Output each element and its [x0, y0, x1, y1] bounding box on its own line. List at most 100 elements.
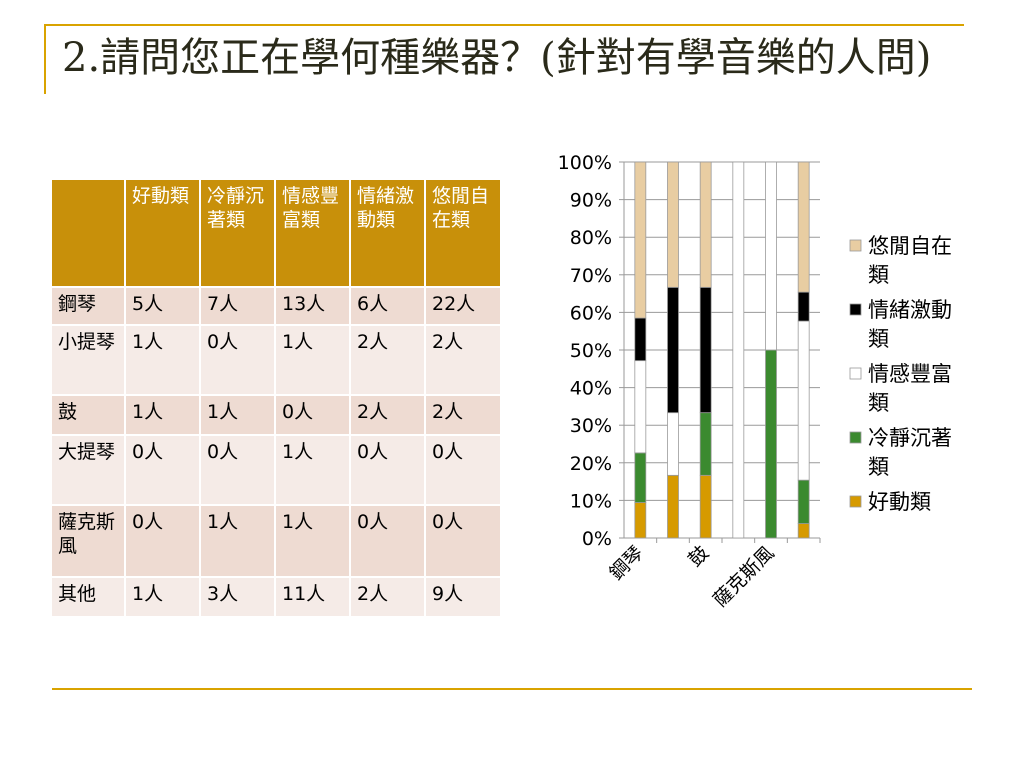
- bar-segment: [765, 349, 777, 539]
- bottom-rule: [52, 688, 972, 690]
- table-cell: 0人: [126, 436, 201, 506]
- row-label: 鋼琴: [52, 288, 126, 326]
- table-cell: 1人: [276, 436, 351, 506]
- legend-swatch: [849, 303, 862, 316]
- bar-segment: [634, 161, 647, 319]
- table-cell: 1人: [201, 506, 276, 578]
- instrument-table: 好動類 冷靜沉著類 情感豐富類 情緒激動類 悠閒自在類 鋼琴 5人 7人 13人…: [52, 180, 502, 618]
- bar-segment: [699, 286, 712, 414]
- bar-segment: [797, 523, 810, 539]
- legend-label: 好動類: [868, 490, 931, 514]
- bar-segment: [667, 161, 679, 288]
- table-header-cell: 冷靜沉著類: [201, 180, 276, 288]
- x-tick-label: 薩克斯風: [709, 542, 778, 611]
- table-cell: 1人: [126, 396, 201, 436]
- y-tick-label: 20%: [570, 453, 612, 475]
- table-cell: 0人: [426, 506, 502, 578]
- y-tick-label: 0%: [582, 528, 612, 550]
- y-tick-label: 40%: [570, 378, 612, 400]
- table-cell: 9人: [426, 578, 502, 618]
- table-cell: 2人: [426, 396, 502, 436]
- bar-segment: [699, 474, 712, 539]
- table-cell: 1人: [276, 326, 351, 396]
- table-row: 薩克斯風 0人 1人 1人 0人 0人: [52, 506, 502, 578]
- legend-label-continued: 類: [868, 263, 889, 287]
- y-tick-label: 90%: [570, 190, 612, 212]
- legend-swatch: [849, 495, 862, 508]
- bar-segment: [797, 479, 810, 524]
- table-header-cell: 好動類: [126, 180, 201, 288]
- table-cell: 2人: [351, 396, 426, 436]
- table-cell: 1人: [126, 578, 201, 618]
- bar-segment: [634, 452, 647, 503]
- legend-label: 情緒激動: [868, 298, 952, 322]
- table-header-cell: 悠閒自在類: [426, 180, 502, 288]
- table-cell: 11人: [276, 578, 351, 618]
- row-label: 薩克斯風: [52, 506, 126, 578]
- legend-label-continued: 類: [868, 455, 889, 479]
- table-cell: 7人: [201, 288, 276, 326]
- y-tick-label: 80%: [570, 227, 612, 249]
- slide-title: 2.請問您正在學何種樂器？(針對有學音樂的人問): [62, 35, 932, 81]
- row-label: 小提琴: [52, 326, 126, 396]
- table-cell: 1人: [276, 506, 351, 578]
- table-row: 小提琴 1人 0人 1人 2人 2人: [52, 326, 502, 396]
- table-cell: 3人: [201, 578, 276, 618]
- bar-segment: [797, 320, 810, 481]
- legend-swatch: [849, 239, 862, 252]
- table-cell: 2人: [351, 326, 426, 396]
- bar-segment: [797, 161, 810, 293]
- table-cell: 2人: [426, 326, 502, 396]
- table-cell: 22人: [426, 288, 502, 326]
- table-row: 鋼琴 5人 7人 13人 6人 22人: [52, 288, 502, 326]
- bar-segment: [699, 161, 712, 288]
- table-cell: 1人: [201, 396, 276, 436]
- y-tick-label: 10%: [570, 490, 612, 512]
- x-tick-label: 鼓: [684, 542, 713, 571]
- legend-label: 悠閒自在: [868, 234, 952, 258]
- table-cell: 0人: [426, 436, 502, 506]
- bar-segment: [732, 161, 745, 539]
- table-cell: 2人: [351, 578, 426, 618]
- table-header-corner: [52, 180, 126, 288]
- bar-segment: [634, 317, 647, 362]
- bar-segment: [667, 474, 679, 539]
- table-header-cell: 情感豐富類: [276, 180, 351, 288]
- table-cell: 0人: [126, 506, 201, 578]
- table-cell: 6人: [351, 288, 426, 326]
- table-row: 其他 1人 3人 11人 2人 9人: [52, 578, 502, 618]
- table-cell: 0人: [351, 506, 426, 578]
- row-label: 大提琴: [52, 436, 126, 506]
- row-label: 其他: [52, 578, 126, 618]
- y-tick-label: 60%: [570, 302, 612, 324]
- y-tick-label: 100%: [558, 152, 612, 174]
- bar-segment: [797, 291, 810, 322]
- legend-swatch: [849, 367, 862, 380]
- y-tick-label: 50%: [570, 340, 612, 362]
- y-tick-label: 30%: [570, 415, 612, 437]
- y-tick-label: 70%: [570, 265, 612, 287]
- table-cell: 13人: [276, 288, 351, 326]
- stacked-percent-bar-chart: 0%10%20%30%40%50%60%70%80%90%100%鋼琴 鼓薩克斯風…: [558, 152, 952, 611]
- table-row: 鼓 1人 1人 0人 2人 2人: [52, 396, 502, 436]
- table-cell: 0人: [201, 436, 276, 506]
- table-header-cell: 情緒激動類: [351, 180, 426, 288]
- legend-swatch: [849, 431, 862, 444]
- table-cell: 0人: [351, 436, 426, 506]
- legend-label-continued: 類: [868, 327, 889, 351]
- table-row: 大提琴 0人 0人 1人 0人 0人: [52, 436, 502, 506]
- table-cell: 0人: [201, 326, 276, 396]
- bar-segment: [634, 502, 647, 539]
- top-rule: [44, 24, 964, 26]
- bar-segment: [634, 360, 647, 454]
- row-label: 鼓: [52, 396, 126, 436]
- table-header-row: 好動類 冷靜沉著類 情感豐富類 情緒激動類 悠閒自在類: [52, 180, 502, 288]
- side-rule: [44, 24, 46, 94]
- table-cell: 5人: [126, 288, 201, 326]
- table-cell: 1人: [126, 326, 201, 396]
- legend-label: 情感豐富: [868, 362, 952, 386]
- legend-label-continued: 類: [868, 391, 889, 415]
- bar-segment: [667, 412, 679, 476]
- bar-segment: [699, 412, 712, 476]
- bar-segment: [765, 161, 777, 351]
